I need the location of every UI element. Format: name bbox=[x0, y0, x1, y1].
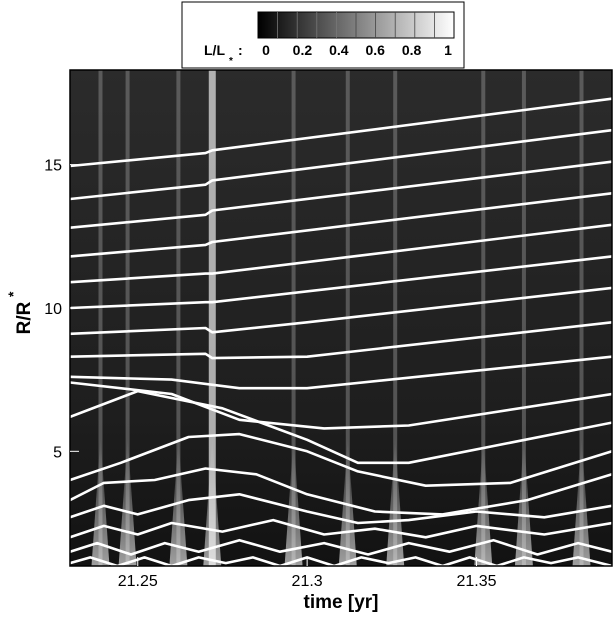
colorbar-tick-label: 1 bbox=[444, 42, 452, 58]
trajectory-line bbox=[70, 97, 612, 168]
trajectory-line bbox=[70, 432, 612, 487]
y-tick-label: 5 bbox=[53, 444, 62, 461]
trajectory-line bbox=[70, 321, 612, 360]
bright-band bbox=[579, 70, 584, 566]
x-axis-title: time [yr] bbox=[304, 592, 379, 613]
x-tick-label: 21.35 bbox=[456, 573, 496, 590]
bright-band-glow bbox=[169, 436, 188, 566]
x-tick-label: 21.3 bbox=[292, 573, 323, 590]
bright-band bbox=[208, 70, 216, 566]
trajectory-line bbox=[70, 286, 612, 336]
colorbar-tick-labels: 0 0.2 0.4 0.6 0.8 1 bbox=[262, 42, 452, 58]
colorbar-label: L/L bbox=[204, 42, 225, 58]
colorbar-tick-label: 0.8 bbox=[402, 42, 422, 58]
x-axis-ticks: 21.25 21.3 21.35 bbox=[118, 557, 497, 590]
bright-band bbox=[176, 70, 181, 566]
trajectory-line bbox=[70, 223, 612, 284]
bright-band-glow bbox=[338, 436, 357, 566]
trajectory-line bbox=[70, 493, 612, 525]
y-axis-title-subscript: * bbox=[5, 291, 21, 297]
trajectory-line bbox=[70, 355, 612, 390]
y-axis-title: R/R bbox=[14, 301, 35, 334]
x-tick-label: 21.25 bbox=[118, 573, 158, 590]
y-axis-ticks: 5 10 15 bbox=[44, 158, 79, 461]
plot-frame bbox=[69, 69, 613, 567]
trajectory-line bbox=[70, 192, 612, 258]
bright-band-glow bbox=[284, 436, 303, 566]
trajectory-line bbox=[70, 381, 612, 430]
trajectory-line bbox=[70, 389, 612, 465]
bright-band bbox=[393, 70, 398, 566]
trajectory-line bbox=[70, 556, 612, 566]
trajectory-line bbox=[70, 160, 612, 229]
bright-band-glow bbox=[572, 436, 591, 566]
trajectory-line bbox=[70, 538, 612, 556]
trajectory-line bbox=[70, 467, 612, 516]
trajectory-line bbox=[70, 128, 612, 201]
colorbar-tick-label: 0 bbox=[262, 42, 270, 58]
trajectory-lines bbox=[70, 97, 612, 566]
bright-band bbox=[98, 70, 103, 566]
colorbar-tick-label: 0.6 bbox=[365, 42, 385, 58]
bright-band bbox=[521, 70, 526, 566]
bright-band bbox=[125, 70, 130, 566]
y-tick-label: 15 bbox=[44, 158, 62, 175]
trajectory-line bbox=[70, 518, 612, 539]
bright-band-glow bbox=[203, 436, 222, 566]
colorbar-ticks bbox=[277, 12, 435, 38]
colorbar-label-subscript: * bbox=[229, 56, 233, 67]
colorbar-separator: : bbox=[238, 42, 243, 58]
colorbar-legend: L/L * : 0 0.2 0.4 0.6 0.8 1 bbox=[181, 1, 465, 69]
colorbar-tick-label: 0.4 bbox=[329, 42, 349, 58]
trajectory-line bbox=[70, 255, 612, 310]
bright-band-glow bbox=[474, 436, 493, 566]
bright-band bbox=[481, 70, 486, 566]
y-tick-label: 10 bbox=[44, 301, 62, 318]
bright-band bbox=[291, 70, 296, 566]
y-axis-title-group: R/R * bbox=[5, 291, 35, 334]
plot-area: 21.25 21.3 21.35 5 10 15 bbox=[44, 69, 613, 590]
colorbar-tick-label: 0.2 bbox=[293, 42, 313, 58]
bright-band-glow bbox=[91, 436, 110, 566]
